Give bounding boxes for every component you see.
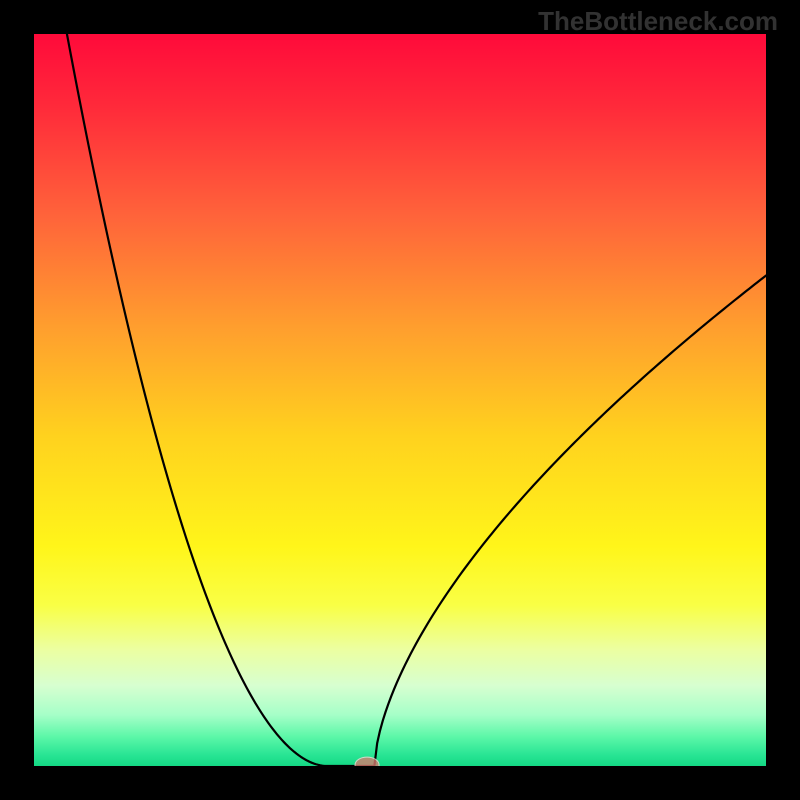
optimal-point-marker — [355, 757, 380, 766]
watermark-text: TheBottleneck.com — [538, 6, 778, 37]
optimal-point-marker-border — [355, 757, 380, 766]
heat-gradient-background — [34, 34, 766, 766]
plot-area — [34, 34, 766, 766]
